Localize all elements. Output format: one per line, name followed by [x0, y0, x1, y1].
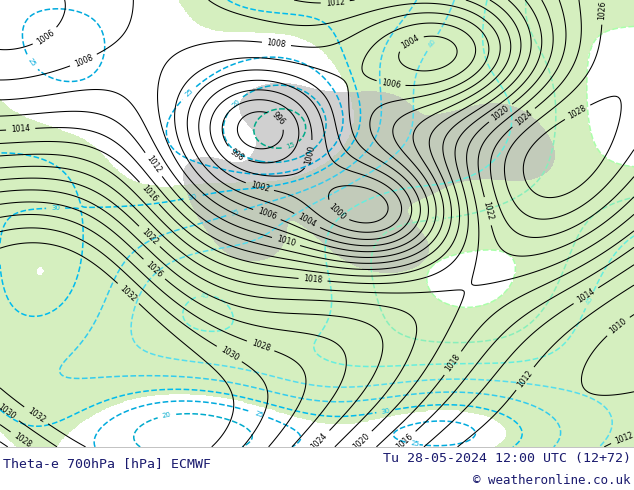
- Text: 1002: 1002: [249, 180, 270, 194]
- Text: 40: 40: [427, 38, 437, 49]
- Text: © weatheronline.co.uk: © weatheronline.co.uk: [474, 474, 631, 487]
- Text: 1030: 1030: [219, 345, 240, 363]
- Text: 1008: 1008: [266, 38, 287, 49]
- Text: 1012: 1012: [325, 0, 345, 8]
- Text: 50: 50: [430, 216, 440, 223]
- Text: 1022: 1022: [139, 226, 159, 246]
- Text: 1006: 1006: [380, 78, 401, 90]
- Text: 1006: 1006: [35, 28, 56, 46]
- Text: 1004: 1004: [297, 212, 318, 229]
- Text: 20: 20: [231, 98, 241, 108]
- Text: 1032: 1032: [119, 284, 138, 303]
- Text: Theta-e 700hPa [hPa] ECMWF: Theta-e 700hPa [hPa] ECMWF: [3, 457, 211, 470]
- Text: 1012: 1012: [515, 368, 534, 389]
- Text: 1024: 1024: [514, 108, 534, 127]
- Text: 1022: 1022: [481, 201, 495, 221]
- Text: 1012: 1012: [145, 154, 163, 175]
- Text: Tu 28-05-2024 12:00 UTC (12+72): Tu 28-05-2024 12:00 UTC (12+72): [383, 452, 631, 466]
- Text: 30: 30: [51, 205, 60, 211]
- Text: 20: 20: [162, 412, 172, 419]
- Text: 1028: 1028: [250, 339, 271, 353]
- Text: 1018: 1018: [444, 353, 462, 373]
- Text: 1010: 1010: [608, 317, 628, 336]
- Text: 1024: 1024: [309, 431, 329, 451]
- Text: 25: 25: [410, 441, 420, 448]
- Text: 45: 45: [200, 293, 209, 298]
- Text: 1028: 1028: [12, 431, 33, 449]
- Text: 1026: 1026: [144, 259, 164, 279]
- Text: 1006: 1006: [256, 207, 278, 222]
- Text: 1018: 1018: [303, 274, 323, 285]
- Text: 998: 998: [229, 147, 246, 162]
- Text: 1000: 1000: [327, 202, 347, 222]
- Text: 1014: 1014: [576, 287, 597, 305]
- Text: 1004: 1004: [399, 33, 420, 50]
- Text: 1020: 1020: [490, 104, 511, 122]
- Text: 1008: 1008: [73, 52, 94, 69]
- Text: 1000: 1000: [304, 144, 317, 165]
- Text: 1014: 1014: [11, 124, 30, 134]
- Text: 30: 30: [381, 407, 391, 415]
- Text: 996: 996: [269, 110, 287, 127]
- Text: 1016: 1016: [139, 183, 159, 203]
- Text: 25: 25: [254, 410, 264, 418]
- Text: 45: 45: [585, 294, 594, 305]
- Text: 1012: 1012: [614, 430, 634, 445]
- Text: 35: 35: [230, 209, 240, 217]
- Text: 1010: 1010: [276, 235, 297, 248]
- Text: 15: 15: [285, 142, 296, 150]
- Text: 25: 25: [27, 57, 37, 68]
- Text: 1030: 1030: [0, 403, 17, 421]
- Text: 1028: 1028: [567, 103, 588, 121]
- Text: 30: 30: [188, 193, 198, 201]
- Text: 1020: 1020: [351, 431, 372, 451]
- Text: 1032: 1032: [25, 406, 46, 425]
- Text: 25: 25: [184, 88, 195, 98]
- Text: 1016: 1016: [394, 432, 415, 451]
- Text: 1026: 1026: [597, 0, 608, 20]
